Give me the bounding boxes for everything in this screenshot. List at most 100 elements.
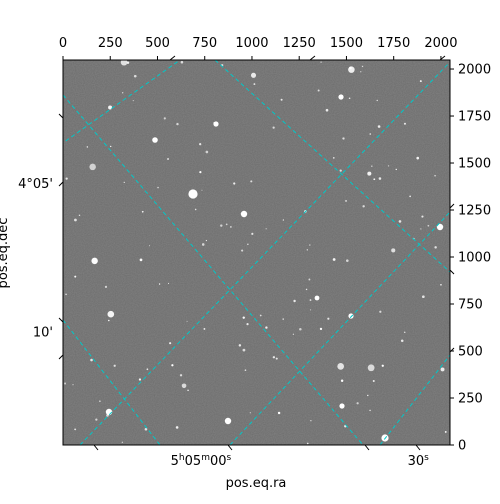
star	[108, 319, 110, 322]
x-tick-label: 750	[192, 36, 217, 51]
star	[104, 285, 108, 288]
star	[349, 66, 352, 70]
star	[348, 313, 354, 319]
star	[395, 168, 397, 171]
star	[427, 224, 430, 227]
star	[378, 177, 382, 180]
star	[272, 126, 275, 129]
coord-tick-mark	[449, 203, 455, 209]
star	[339, 403, 345, 409]
star	[377, 125, 381, 128]
star	[89, 163, 96, 171]
star	[220, 224, 223, 227]
star	[74, 275, 77, 278]
star	[242, 316, 245, 319]
star	[163, 117, 166, 120]
coord-tick-mark	[58, 113, 64, 119]
star	[250, 180, 253, 183]
star	[187, 389, 189, 392]
star	[86, 146, 88, 148]
coord-tick-mark	[58, 317, 64, 323]
star	[241, 249, 244, 252]
star	[181, 383, 187, 389]
x-axis-label: pos.eq.ra	[226, 476, 287, 491]
coord-tick-mark	[169, 55, 176, 61]
star	[280, 98, 283, 101]
star	[180, 60, 184, 64]
coord-tick-mark	[93, 444, 99, 451]
grid-line	[63, 60, 181, 144]
star	[400, 339, 404, 342]
star	[340, 379, 344, 382]
star	[65, 293, 67, 296]
star	[205, 239, 207, 242]
star	[338, 94, 344, 100]
star	[332, 258, 336, 261]
star	[310, 420, 312, 422]
star	[65, 177, 68, 180]
star	[259, 314, 262, 317]
x-tick-label: 2000	[424, 36, 457, 51]
y-tick-label: 1750	[458, 110, 491, 125]
y-tick-label: 0	[458, 439, 466, 454]
star	[299, 328, 302, 331]
star	[138, 378, 142, 381]
star	[306, 249, 308, 251]
star	[325, 108, 329, 112]
star	[250, 72, 257, 78]
y-tick-label: 250	[458, 392, 483, 407]
coord-tick-mark	[449, 269, 455, 275]
star	[91, 257, 98, 265]
star	[265, 228, 267, 230]
grid-line	[379, 354, 450, 445]
star	[369, 133, 372, 135]
star	[194, 208, 197, 211]
coord-tick-mark	[58, 181, 64, 187]
star	[440, 284, 442, 286]
star	[319, 327, 323, 331]
star	[240, 210, 248, 218]
star	[238, 344, 242, 347]
star	[356, 402, 359, 405]
star	[372, 380, 375, 383]
star	[242, 348, 246, 352]
celestial-ticks: 5h05m00s 30s 4°05' 10'	[18, 55, 455, 469]
star	[306, 442, 309, 445]
star	[179, 374, 183, 377]
star	[176, 122, 179, 126]
star	[201, 243, 205, 246]
star	[132, 100, 134, 102]
star	[369, 409, 371, 412]
star-field	[64, 60, 447, 445]
star	[434, 174, 436, 177]
star	[381, 364, 384, 367]
grid-line	[214, 60, 450, 273]
x-tick-label: 500	[145, 36, 170, 51]
coord-tick-mark	[364, 444, 370, 451]
plot-frame	[62, 59, 451, 446]
sky-noise	[63, 60, 450, 445]
star	[233, 182, 236, 185]
coordinate-grid	[63, 60, 450, 445]
star	[421, 215, 424, 218]
star	[332, 156, 335, 159]
star	[107, 310, 115, 318]
star	[74, 428, 77, 431]
star	[199, 171, 202, 174]
star	[387, 165, 390, 167]
y-axis-label: pos.eq.dec	[0, 218, 11, 289]
star	[317, 89, 320, 92]
star	[244, 369, 247, 371]
star	[421, 295, 425, 299]
x-tick-label: 1250	[283, 36, 316, 51]
star	[110, 145, 112, 148]
star	[444, 430, 447, 433]
star	[213, 121, 219, 127]
x-tick-label: 1500	[330, 36, 363, 51]
star	[78, 214, 81, 217]
coord-tick-mark	[415, 444, 421, 451]
star	[367, 171, 372, 176]
star	[157, 186, 159, 189]
y-tick-label: 750	[458, 298, 483, 313]
